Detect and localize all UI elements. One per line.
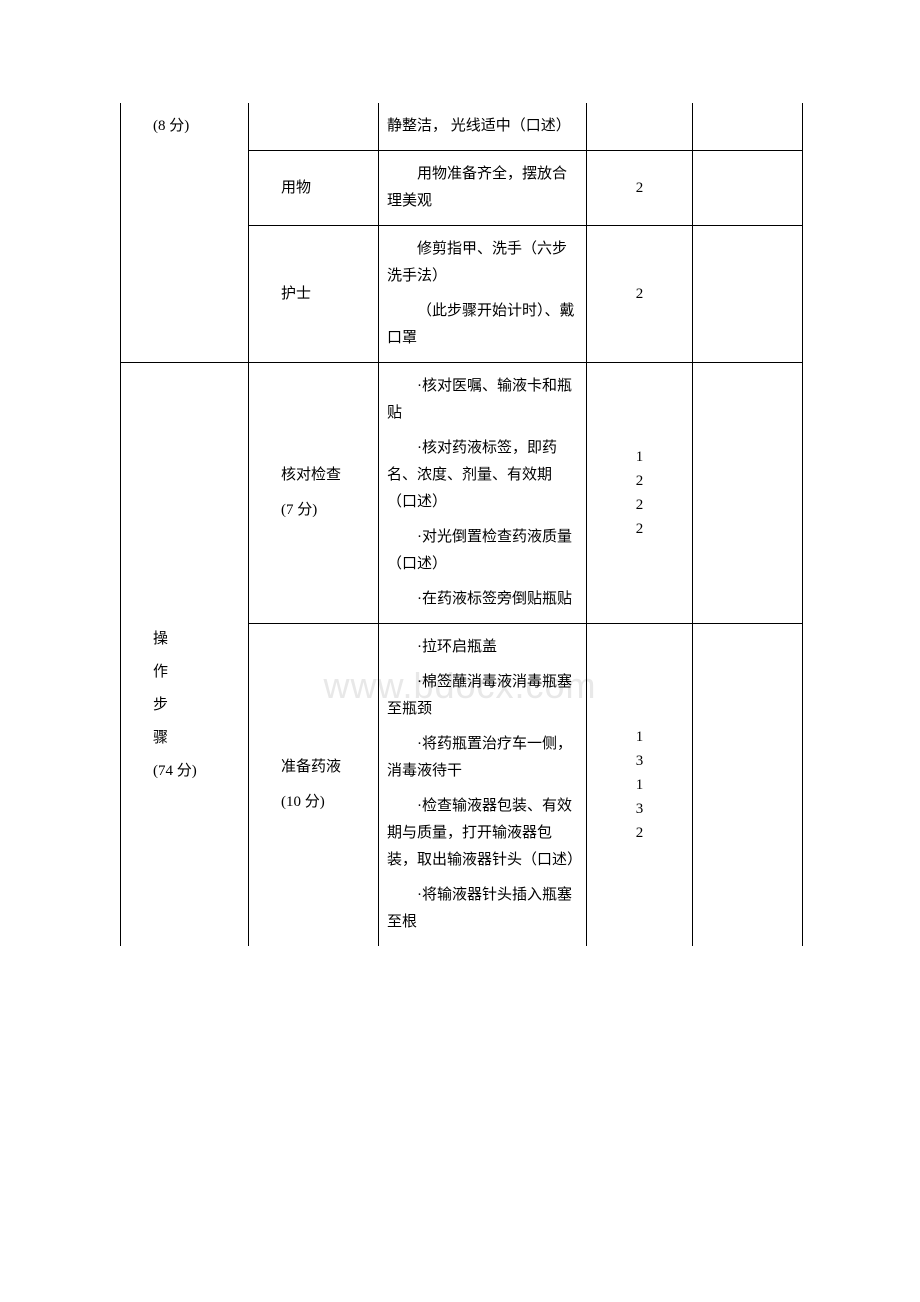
description-text: 修剪指甲、洗手（六步洗手法） (387, 236, 578, 290)
subcategory-points: (10 分) (281, 789, 370, 816)
score-value: 2 (595, 517, 684, 541)
cell-description: ·拉环启瓶盖 ·棉签蘸消毒液消毒瓶塞至瓶颈 ·将药瓶置治疗车一侧，消毒液待干 ·… (379, 624, 587, 947)
score-value: 2 (595, 821, 684, 845)
score-value: 3 (595, 797, 684, 821)
cell-remark (693, 151, 803, 226)
cell-remark (693, 103, 803, 151)
description-item: ·核对医嘱、输液卡和瓶贴 (387, 373, 578, 427)
cell-subcategory: 准备药液 (10 分) (249, 624, 379, 947)
score-value: 2 (595, 493, 684, 517)
description-item: ·将输液器针头插入瓶塞至根 (387, 882, 578, 936)
cell-score: 2 (587, 151, 693, 226)
vertical-char: 步 (153, 689, 240, 722)
vertical-char: 操 (153, 623, 240, 656)
scoring-table: (8 分) 静整洁， 光线适中（口述） 用物 用物准备齐全，摆放合理美观 2 护… (120, 103, 803, 946)
score-value: 3 (595, 749, 684, 773)
cell-subcategory: 用物 (249, 151, 379, 226)
score-value: 1 (595, 445, 684, 469)
description-item: ·检查输液器包装、有效期与质量，打开输液器包装，取出输液器针头（口述） (387, 793, 578, 874)
description-item: ·将药瓶置治疗车一侧，消毒液待干 (387, 731, 578, 785)
cell-description: 用物准备齐全，摆放合理美观 (379, 151, 587, 226)
table-row: (8 分) 静整洁， 光线适中（口述） (121, 103, 803, 151)
description-item: ·棉签蘸消毒液消毒瓶塞至瓶颈 (387, 669, 578, 723)
cell-score: 1 2 2 2 (587, 363, 693, 624)
cell-remark (693, 624, 803, 947)
vertical-char: 作 (153, 656, 240, 689)
cell-description: ·核对医嘱、输液卡和瓶贴 ·核对药液标签，即药名、浓度、剂量、有效期（口述） ·… (379, 363, 587, 624)
section-label-steps: 操 作 步 骤 (74 分) (121, 363, 249, 947)
score-value: 1 (595, 773, 684, 797)
table-wrapper: (8 分) 静整洁， 光线适中（口述） 用物 用物准备齐全，摆放合理美观 2 护… (120, 103, 800, 946)
description-item: ·拉环启瓶盖 (387, 634, 578, 661)
subcategory-title: 准备药液 (281, 754, 370, 781)
vertical-char: 骤 (153, 722, 240, 755)
description-item: ·对光倒置检查药液质量（口述） (387, 524, 578, 578)
cell-score: 2 (587, 226, 693, 363)
description-text: 用物准备齐全，摆放合理美观 (387, 161, 578, 215)
description-item: ·在药液标签旁倒贴瓶贴 (387, 586, 578, 613)
cell-subcategory: 核对检查 (7 分) (249, 363, 379, 624)
subcategory-points: (7 分) (281, 497, 370, 524)
cell-remark (693, 226, 803, 363)
section-label-prep: (8 分) (121, 103, 249, 363)
cell-subcategory (249, 103, 379, 151)
vertical-char: (74 分) (153, 755, 240, 788)
cell-subcategory: 护士 (249, 226, 379, 363)
table-row: 操 作 步 骤 (74 分) 核对检查 (7 分) ·核对医嘱、输液卡和瓶贴 ·… (121, 363, 803, 624)
cell-description: 修剪指甲、洗手（六步洗手法） （此步骤开始计时）、戴口罩 (379, 226, 587, 363)
score-value: 1 (595, 725, 684, 749)
cell-score (587, 103, 693, 151)
description-item: ·核对药液标签，即药名、浓度、剂量、有效期（口述） (387, 435, 578, 516)
description-text: （此步骤开始计时）、戴口罩 (387, 298, 578, 352)
score-value: 2 (595, 469, 684, 493)
cell-description: 静整洁， 光线适中（口述） (379, 103, 587, 151)
cell-score: 1 3 1 3 2 (587, 624, 693, 947)
subcategory-title: 核对检查 (281, 462, 370, 489)
cell-remark (693, 363, 803, 624)
